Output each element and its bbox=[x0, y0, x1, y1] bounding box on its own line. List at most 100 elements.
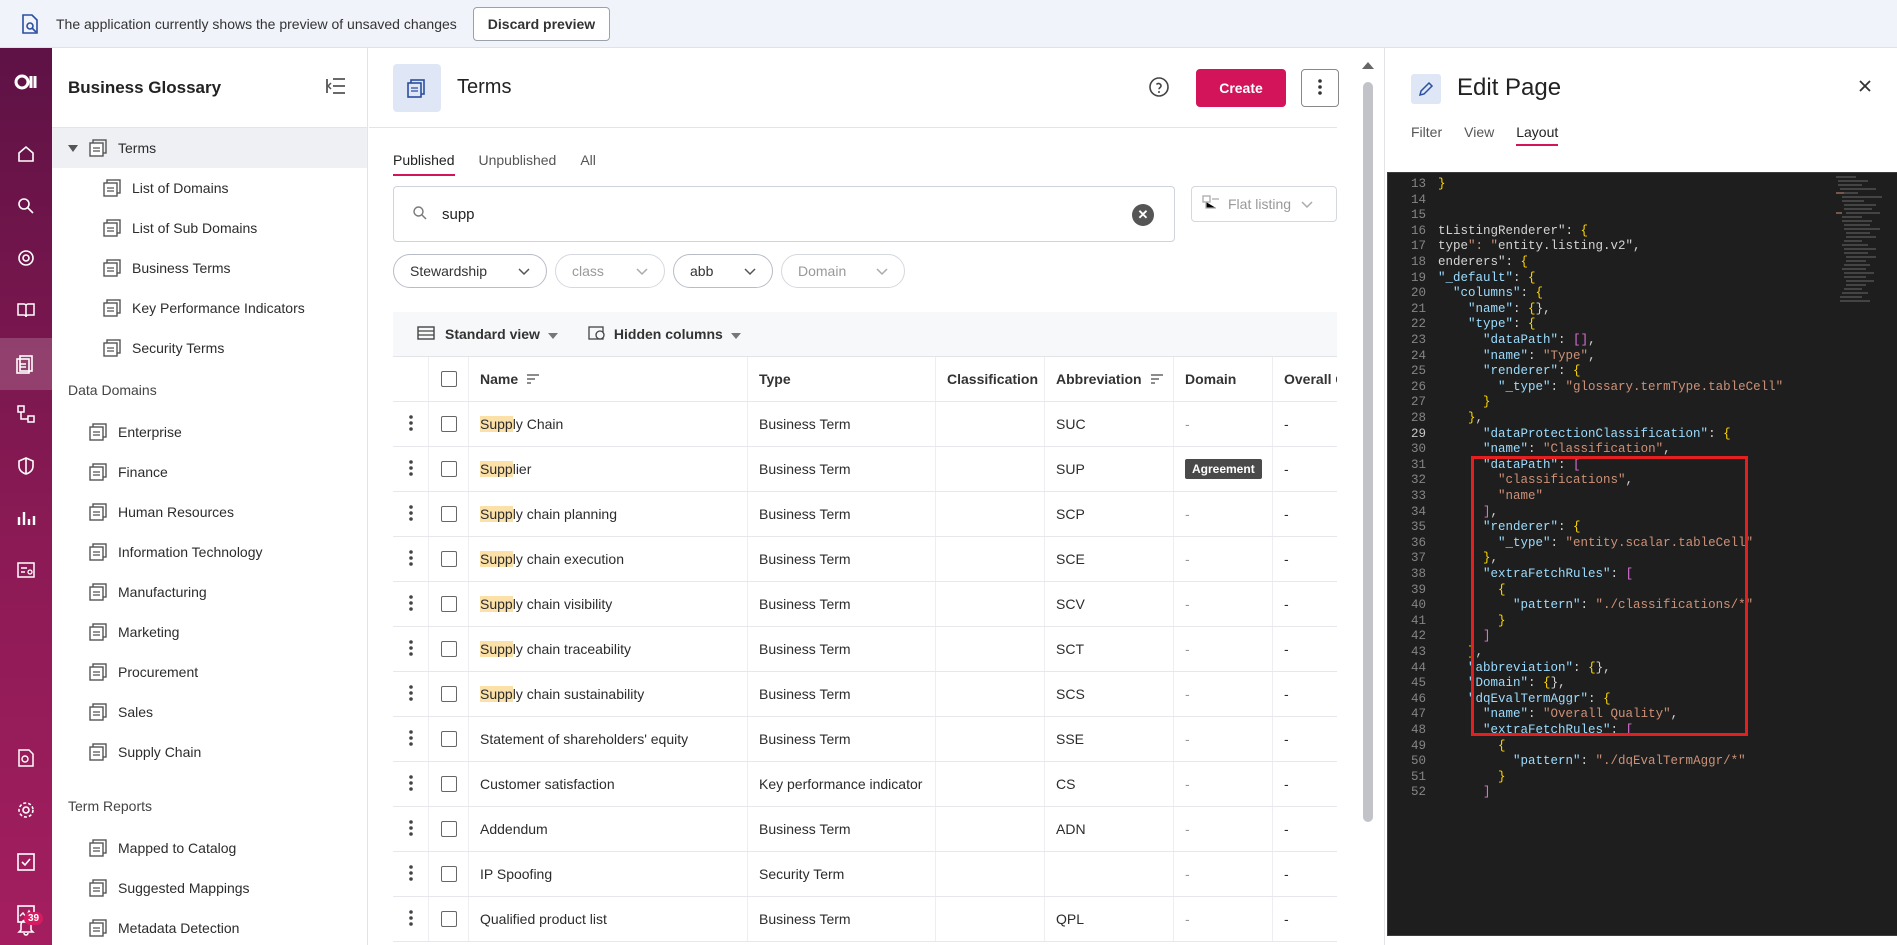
flat-listing-select[interactable]: Flat listing bbox=[1191, 186, 1337, 222]
table-row[interactable]: Supp ly chain execution Business Term SCE - - bbox=[393, 537, 1337, 582]
help-icon[interactable] bbox=[1148, 76, 1170, 101]
tab-filter[interactable]: Filter bbox=[1411, 124, 1443, 140]
name-cell[interactable]: Supp ly chain execution bbox=[469, 537, 748, 581]
gear-icon[interactable] bbox=[12, 796, 40, 824]
table-row[interactable]: Supp ly chain visibility Business Term SCV -… bbox=[393, 582, 1337, 627]
table-row[interactable]: IP Spoofing Security Term - - bbox=[393, 852, 1337, 897]
row-checkbox[interactable] bbox=[440, 686, 457, 702]
more-actions-button[interactable] bbox=[1301, 69, 1339, 107]
kebab-icon[interactable] bbox=[408, 594, 413, 614]
discard-preview-button[interactable]: Discard preview bbox=[472, 6, 611, 41]
chevron-down-icon[interactable] bbox=[730, 326, 741, 342]
glossary-icon[interactable] bbox=[0, 338, 52, 390]
table-row[interactable]: Supp ly chain planning Business Term SCP - - bbox=[393, 492, 1337, 537]
sort-icon[interactable] bbox=[526, 371, 540, 387]
sidebar-term-item[interactable]: List of Domains bbox=[52, 168, 367, 208]
sidebar-domain-item[interactable]: Human Resources bbox=[52, 492, 367, 532]
name-cell[interactable]: Supp ly Chain bbox=[469, 402, 748, 446]
kebab-icon[interactable] bbox=[408, 774, 413, 794]
name-cell[interactable]: Statement of shareholders' equity bbox=[469, 717, 748, 761]
kebab-icon[interactable] bbox=[408, 414, 413, 434]
standard-view-dropdown[interactable]: Standard view bbox=[445, 326, 540, 342]
name-cell[interactable]: Supp lier bbox=[469, 447, 748, 491]
sidebar-report-item[interactable]: Suggested Mappings bbox=[52, 868, 367, 908]
tab-all[interactable]: All bbox=[580, 152, 596, 168]
row-checkbox[interactable] bbox=[440, 866, 457, 882]
table-row[interactable]: Addendum Business Term ADN - - bbox=[393, 807, 1337, 852]
table-row[interactable]: Supp lier Business Term SUP Agreement - bbox=[393, 447, 1337, 492]
name-cell[interactable]: Addendum bbox=[469, 807, 748, 851]
chevron-down-icon[interactable] bbox=[547, 326, 558, 342]
tab-layout[interactable]: Layout bbox=[1516, 124, 1559, 146]
tab-unpublished[interactable]: Unpublished bbox=[478, 152, 557, 168]
sidebar-domain-item[interactable]: Finance bbox=[52, 452, 367, 492]
create-button[interactable]: Create bbox=[1196, 69, 1286, 107]
hidden-columns-button[interactable]: Hidden columns bbox=[613, 326, 723, 342]
row-checkbox[interactable] bbox=[440, 506, 457, 522]
row-checkbox[interactable] bbox=[440, 416, 457, 432]
row-checkbox[interactable] bbox=[440, 551, 457, 567]
sidebar-report-item[interactable]: Mapped to Catalog bbox=[52, 828, 367, 868]
sidebar-term-item[interactable]: Security Terms bbox=[52, 328, 367, 368]
kebab-icon[interactable] bbox=[408, 504, 413, 524]
code-content[interactable]: } tListingRenderer": {type": "entity.list… bbox=[1438, 173, 1783, 935]
kebab-icon[interactable] bbox=[408, 459, 413, 479]
filter-chip[interactable]: Stewardship bbox=[393, 254, 547, 288]
chevron-down-icon[interactable] bbox=[68, 140, 78, 156]
search-input[interactable] bbox=[442, 205, 1042, 223]
filter-chip[interactable]: class bbox=[555, 254, 665, 288]
home-icon[interactable] bbox=[12, 140, 40, 168]
kebab-icon[interactable] bbox=[408, 729, 413, 749]
column-header-overall-quality[interactable]: Overall Quality bbox=[1284, 371, 1337, 387]
kebab-icon[interactable] bbox=[408, 909, 413, 929]
column-header-name[interactable]: Name bbox=[469, 357, 748, 401]
scroll-up-icon[interactable] bbox=[1361, 60, 1375, 70]
target-icon[interactable] bbox=[12, 244, 40, 272]
lineage-icon[interactable] bbox=[12, 400, 40, 428]
sidebar-report-item[interactable]: Metadata Detection bbox=[52, 908, 367, 945]
row-checkbox[interactable] bbox=[440, 911, 457, 927]
code-minimap[interactable] bbox=[1834, 173, 1897, 373]
name-cell[interactable]: Supp ly chain traceability bbox=[469, 627, 748, 671]
column-header-type[interactable]: Type bbox=[748, 357, 936, 401]
search-icon[interactable] bbox=[12, 192, 40, 220]
reports-icon[interactable] bbox=[12, 504, 40, 532]
scrollbar-thumb[interactable] bbox=[1363, 82, 1373, 822]
kebab-icon[interactable] bbox=[408, 819, 413, 839]
tasks-icon[interactable] bbox=[12, 848, 40, 876]
select-all-checkbox[interactable] bbox=[440, 371, 457, 387]
filter-chip[interactable]: abb bbox=[673, 254, 773, 288]
clear-search-icon[interactable]: ✕ bbox=[1132, 204, 1154, 226]
table-row[interactable]: Qualified product list Business Term QPL - - bbox=[393, 897, 1337, 942]
table-row[interactable]: Supp ly chain sustainability Business Term… bbox=[393, 672, 1337, 717]
sidebar-domain-item[interactable]: Manufacturing bbox=[52, 572, 367, 612]
kebab-icon[interactable] bbox=[408, 549, 413, 569]
sidebar-term-item[interactable]: Business Terms bbox=[52, 248, 367, 288]
name-cell[interactable]: Supp ly chain sustainability bbox=[469, 672, 748, 716]
name-cell[interactable]: IP Spoofing bbox=[469, 852, 748, 896]
book-icon[interactable] bbox=[12, 296, 40, 324]
sidebar-domain-item[interactable]: Marketing bbox=[52, 612, 367, 652]
sidebar-domain-item[interactable]: Supply Chain bbox=[52, 732, 367, 772]
column-header-abbreviation[interactable]: Abbreviation bbox=[1045, 357, 1174, 401]
collapse-menu-icon[interactable] bbox=[325, 77, 347, 98]
table-row[interactable]: Statement of shareholders' equity Busines… bbox=[393, 717, 1337, 762]
sidebar-item-terms[interactable]: Terms bbox=[52, 128, 367, 168]
sidebar-domain-item[interactable]: Information Technology bbox=[52, 532, 367, 572]
name-cell[interactable]: Customer satisfaction bbox=[469, 762, 748, 806]
column-header-domain[interactable]: Domain bbox=[1174, 357, 1273, 401]
row-checkbox[interactable] bbox=[440, 731, 457, 747]
row-checkbox[interactable] bbox=[440, 641, 457, 657]
shield-icon[interactable] bbox=[12, 452, 40, 480]
row-checkbox[interactable] bbox=[440, 596, 457, 612]
data-quality-icon[interactable] bbox=[12, 556, 40, 584]
sidebar-domain-item[interactable]: Procurement bbox=[52, 652, 367, 692]
sidebar-domain-item[interactable]: Enterprise bbox=[52, 412, 367, 452]
column-header-classification[interactable]: Classification bbox=[936, 357, 1045, 401]
tab-published[interactable]: Published bbox=[393, 152, 455, 176]
row-checkbox[interactable] bbox=[440, 461, 457, 477]
kebab-icon[interactable] bbox=[408, 639, 413, 659]
table-row[interactable]: Customer satisfaction Key performance ind… bbox=[393, 762, 1337, 807]
table-row[interactable]: Supp ly chain traceability Business Term SC… bbox=[393, 627, 1337, 672]
name-cell[interactable]: Supp ly chain visibility bbox=[469, 582, 748, 626]
